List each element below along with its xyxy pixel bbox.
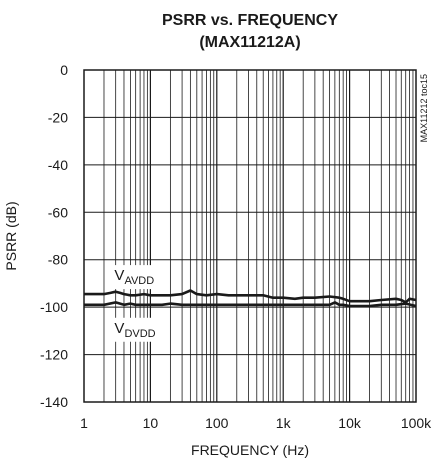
series-label-dvdd-sub: DVDD (124, 328, 155, 340)
y-tick-label: -60 (48, 204, 68, 220)
series-label-avdd-sub: AVDD (124, 275, 154, 287)
series-label-avdd: VAVDD (111, 265, 158, 290)
x-tick-label: 100k (401, 415, 432, 431)
chart-title-line2: (MAX11212A) (199, 34, 300, 51)
series-label-dvdd: VDVDD (111, 317, 159, 342)
y-tick-label: 0 (60, 62, 68, 78)
y-tick-label: -120 (40, 347, 68, 363)
x-tick-labels: 1 10 100 1k 10k 100k (80, 415, 432, 431)
series-label-dvdd-text: VDVDD (114, 320, 155, 340)
x-tick-label: 100 (205, 415, 229, 431)
series-label-avdd-main: V (114, 267, 124, 284)
y-tick-label: -40 (48, 157, 68, 173)
grid (84, 70, 416, 402)
plot-frame (83, 69, 417, 403)
chart-title-line1: PSRR vs. FREQUENCY (162, 12, 338, 29)
series-avdd-line (84, 289, 417, 304)
series-label-dvdd-main: V (114, 320, 124, 337)
y-tick-label: -20 (48, 109, 68, 125)
series-label-avdd-text: VAVDD (114, 267, 154, 287)
x-axis-label: FREQUENCY (Hz) (191, 442, 309, 458)
series-label-avdd-background (111, 265, 158, 290)
x-tick-label: 1k (276, 415, 292, 431)
y-tick-labels: 0 -20 -40 -60 -80 -100 -120 -140 (40, 62, 68, 410)
y-tick-label: -140 (40, 394, 68, 410)
y-tick-label: -80 (48, 252, 68, 268)
series-label-dvdd-background (111, 317, 159, 342)
series-lines (84, 289, 417, 308)
x-tick-label: 10 (143, 415, 159, 431)
series-dvdd-line (84, 301, 417, 308)
x-tick-label: 10k (338, 415, 362, 431)
figure-code-note: MAX11212 toc15 (419, 74, 429, 142)
y-tick-label: -100 (40, 299, 68, 315)
y-axis-label: PSRR (dB) (3, 201, 19, 270)
x-tick-label: 1 (80, 415, 88, 431)
